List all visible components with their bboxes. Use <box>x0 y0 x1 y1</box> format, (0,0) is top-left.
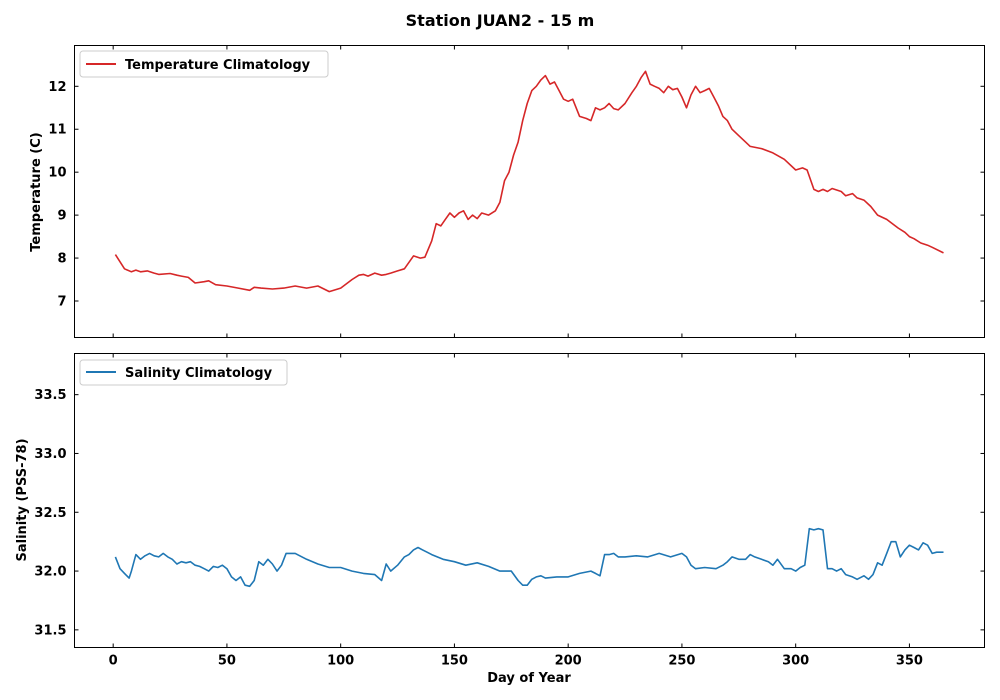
salinity-legend-box <box>79 359 288 386</box>
salinity-panel: 31.5 32.0 32.5 33.0 33.5 0 50 100 150 200 250 300 35… <box>15 353 985 686</box>
salinity-legend-label: Salinity Climatology <box>125 366 273 381</box>
salinity-y-axis-label: Salinity (PSS-78) <box>15 438 30 561</box>
salinity-axes: 31.5 32.0 32.5 33.0 33.5 0 50 100 150 200 250 300 35… <box>34 353 985 669</box>
temperature-y-tick-label: 8 <box>57 252 66 267</box>
salinity-series-line <box>114 527 944 588</box>
temperature-series-line <box>114 70 944 293</box>
temperature-legend: Temperature Climatology <box>79 50 329 78</box>
temperature-y-tick-label: 11 <box>48 123 66 138</box>
salinity-y-tick-label: 31.5 <box>34 623 66 638</box>
temperature-series <box>114 70 944 293</box>
x-axis-label: Day of Year <box>487 671 571 686</box>
x-tick-label: 150 <box>441 654 468 669</box>
x-tick-label: 300 <box>782 654 809 669</box>
temperature-y-tick-label: 12 <box>48 80 66 95</box>
salinity-y-tick-label: 32.5 <box>34 506 66 521</box>
temperature-y-axis-label: Temperature (C) <box>29 132 44 251</box>
temperature-y-tick-label: 7 <box>57 295 66 310</box>
salinity-legend: Salinity Climatology <box>79 359 288 386</box>
salinity-y-tick-label: 32.0 <box>34 565 66 580</box>
temperature-panel: 7 8 9 10 11 12 Temperature (C) Temperature Cl… <box>29 45 985 338</box>
x-tick-label: 50 <box>218 654 236 669</box>
x-tick-label: 350 <box>896 654 923 669</box>
x-tick-label: 200 <box>555 654 582 669</box>
temperature-plot-frame <box>74 45 985 338</box>
x-tick-label: 100 <box>327 654 354 669</box>
temperature-y-tick-label: 10 <box>48 166 66 181</box>
temperature-axes: 7 8 9 10 11 12 <box>48 45 985 338</box>
salinity-y-tick-label: 33.5 <box>34 388 66 403</box>
salinity-y-tick-label: 33.0 <box>34 447 66 462</box>
salinity-plot-frame <box>74 353 985 648</box>
x-tick-label: 250 <box>668 654 695 669</box>
temperature-legend-box <box>79 50 329 78</box>
temperature-y-tick-label: 9 <box>57 209 66 224</box>
x-tick-label: 0 <box>109 654 118 669</box>
salinity-series <box>114 527 944 588</box>
temperature-legend-label: Temperature Climatology <box>125 58 311 73</box>
figure-title: Station JUAN2 - 15 m <box>406 11 595 30</box>
